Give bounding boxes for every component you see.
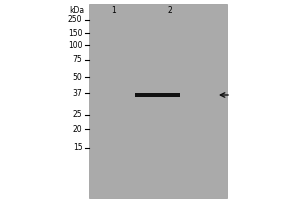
Bar [88,4,226,198]
Text: 250: 250 [68,16,83,24]
Text: 2: 2 [167,6,172,15]
Text: 20: 20 [73,124,82,134]
Text: 150: 150 [68,28,83,38]
Bar [135,93,180,97]
Text: 37: 37 [73,88,82,98]
Text: kDa: kDa [69,6,84,15]
Text: 100: 100 [68,40,83,49]
Text: 50: 50 [73,72,82,82]
Text: 75: 75 [73,55,82,64]
Text: 15: 15 [73,144,82,152]
Text: 1: 1 [112,6,116,15]
Text: 25: 25 [73,110,82,119]
